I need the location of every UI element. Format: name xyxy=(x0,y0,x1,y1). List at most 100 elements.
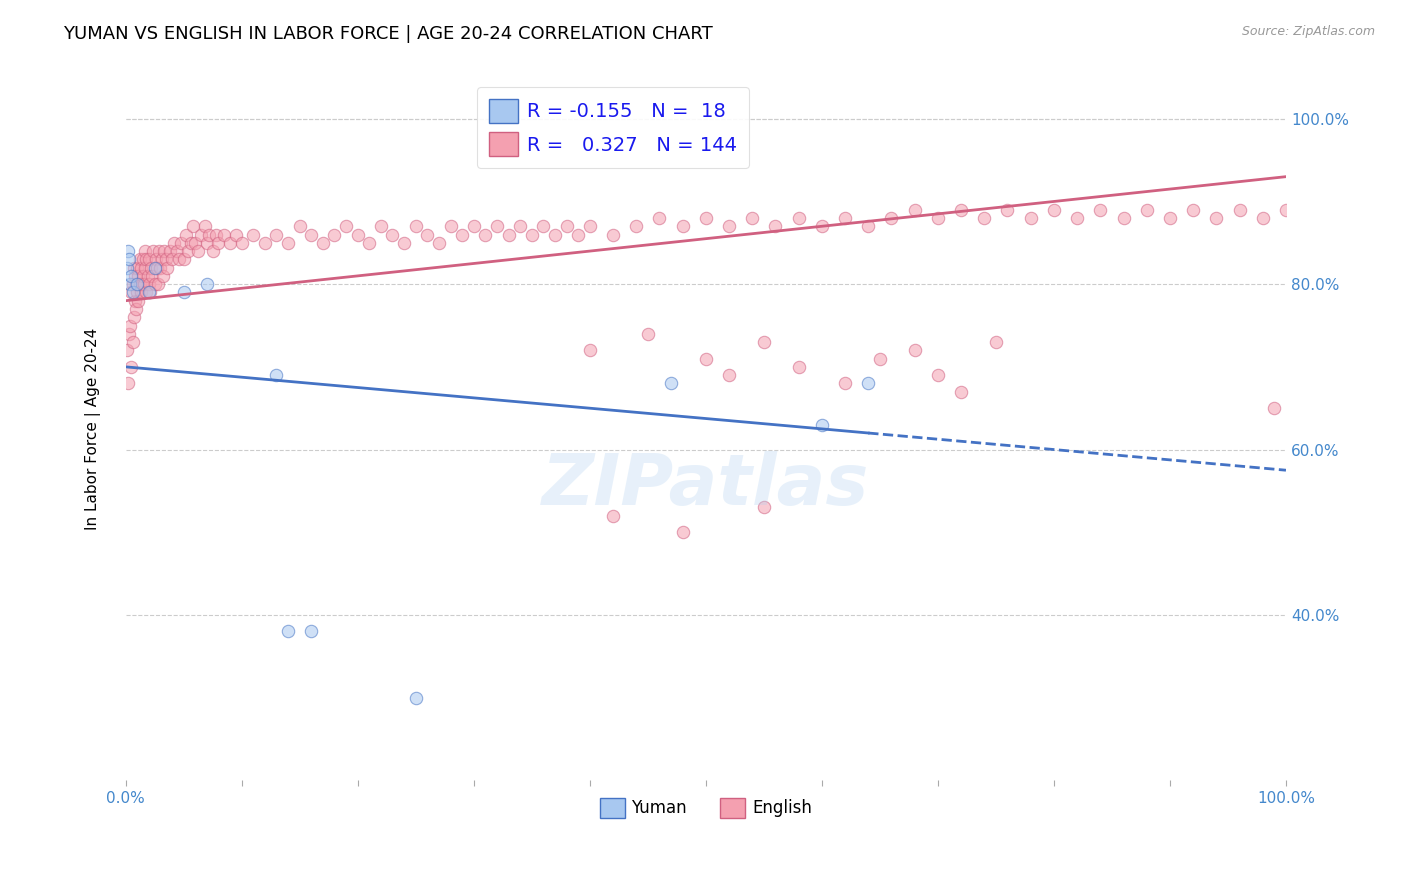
Point xyxy=(299,227,322,242)
Point xyxy=(1251,211,1274,225)
Point xyxy=(122,260,145,275)
Point xyxy=(602,227,624,242)
Point xyxy=(1229,202,1251,217)
Point xyxy=(811,219,834,234)
Text: YUMAN VS ENGLISH IN LABOR FORCE | AGE 20-24 CORRELATION CHART: YUMAN VS ENGLISH IN LABOR FORCE | AGE 20… xyxy=(63,25,713,43)
Point xyxy=(567,227,589,242)
Point xyxy=(129,260,152,275)
Point xyxy=(120,268,142,283)
Point xyxy=(787,211,810,225)
Point xyxy=(129,285,152,300)
Point xyxy=(973,211,995,225)
Point xyxy=(170,235,193,250)
Point xyxy=(346,227,368,242)
Point xyxy=(152,268,174,283)
Point xyxy=(637,326,659,341)
Point xyxy=(405,690,427,705)
Point xyxy=(121,285,143,300)
Point xyxy=(120,318,142,333)
Point xyxy=(122,310,145,325)
Point xyxy=(177,244,200,258)
Point xyxy=(115,343,138,358)
Point xyxy=(173,285,195,300)
Point xyxy=(578,219,600,234)
Point xyxy=(138,285,160,300)
Point xyxy=(555,219,578,234)
Point xyxy=(132,268,155,283)
Point xyxy=(834,211,856,225)
Point xyxy=(120,277,142,292)
Point xyxy=(149,260,172,275)
Point xyxy=(531,219,554,234)
Point xyxy=(474,227,496,242)
Point xyxy=(125,277,148,292)
Point xyxy=(155,252,177,267)
Point xyxy=(207,235,229,250)
Point xyxy=(578,343,600,358)
Point xyxy=(134,277,156,292)
Point xyxy=(717,219,740,234)
Point xyxy=(752,334,775,349)
Point xyxy=(997,202,1019,217)
Point xyxy=(624,219,647,234)
Point xyxy=(381,227,404,242)
Point xyxy=(146,260,169,275)
Point xyxy=(858,219,880,234)
Point xyxy=(128,277,150,292)
Point xyxy=(121,334,143,349)
Point xyxy=(312,235,335,250)
Point xyxy=(135,252,157,267)
Point xyxy=(201,244,224,258)
Point xyxy=(142,244,165,258)
Point xyxy=(156,260,179,275)
Point xyxy=(927,211,949,225)
Point xyxy=(115,260,138,275)
Point xyxy=(231,235,253,250)
Point xyxy=(127,285,149,300)
Point xyxy=(173,252,195,267)
Point xyxy=(134,244,156,258)
Point xyxy=(741,211,763,225)
Point xyxy=(127,268,149,283)
Point xyxy=(427,235,450,250)
Point xyxy=(127,293,149,308)
Point xyxy=(1159,211,1181,225)
Point xyxy=(544,227,567,242)
Point xyxy=(212,227,235,242)
Point xyxy=(288,219,311,234)
Point xyxy=(167,252,190,267)
Point xyxy=(138,277,160,292)
Text: ZIPatlas: ZIPatlas xyxy=(543,450,869,520)
Point xyxy=(117,376,139,391)
Point xyxy=(187,244,209,258)
Point xyxy=(174,227,197,242)
Point xyxy=(370,219,392,234)
Point xyxy=(1112,211,1135,225)
Point xyxy=(134,260,156,275)
Point xyxy=(145,252,167,267)
Point xyxy=(1182,202,1205,217)
Point xyxy=(485,219,508,234)
Point xyxy=(146,277,169,292)
Point xyxy=(299,624,322,639)
Point xyxy=(160,252,183,267)
Point xyxy=(451,227,474,242)
Point xyxy=(253,235,276,250)
Point xyxy=(602,508,624,523)
Point xyxy=(1043,202,1066,217)
Point xyxy=(277,235,299,250)
Point xyxy=(127,260,149,275)
Point xyxy=(181,219,204,234)
Point xyxy=(1136,202,1159,217)
Point xyxy=(266,227,288,242)
Point xyxy=(950,202,973,217)
Point xyxy=(163,235,186,250)
Point xyxy=(225,227,247,242)
Point xyxy=(143,260,166,275)
Point xyxy=(219,235,242,250)
Point xyxy=(117,244,139,258)
Point xyxy=(1275,202,1298,217)
Point xyxy=(1090,202,1112,217)
Point xyxy=(717,368,740,383)
Point xyxy=(904,202,927,217)
